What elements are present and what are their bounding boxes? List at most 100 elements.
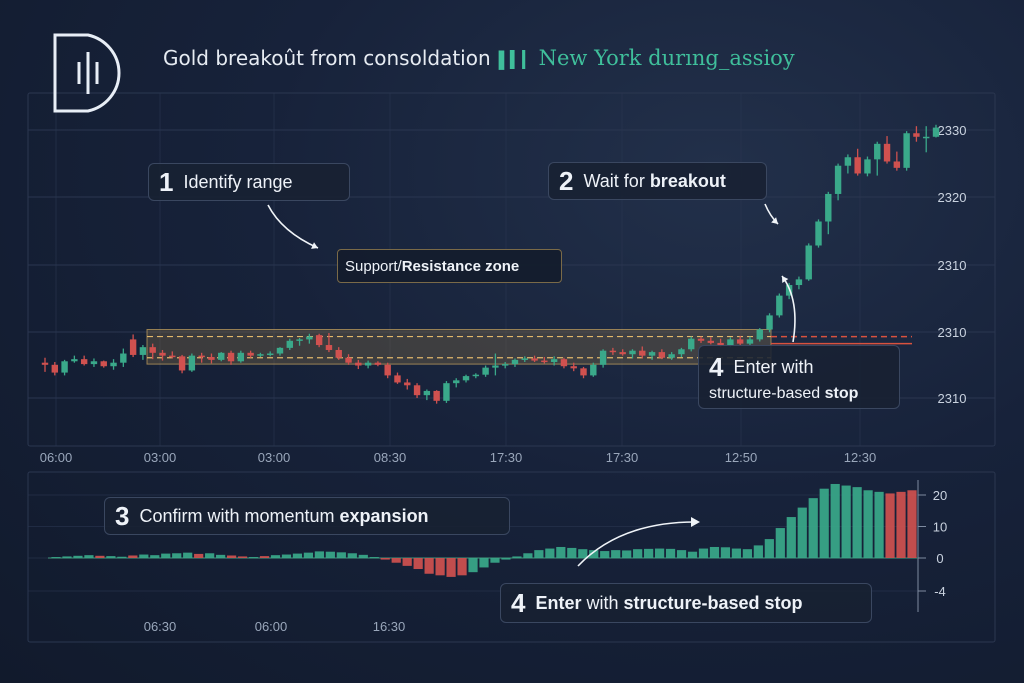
candle-body (580, 368, 587, 376)
momentum-bar (698, 548, 709, 558)
momentum-bar (413, 558, 423, 570)
candle-body (815, 221, 822, 246)
candle-body (883, 143, 891, 162)
candle-body (668, 354, 675, 358)
candle-body (707, 340, 715, 343)
momentum-bar (512, 556, 522, 558)
momentum-x-tick-label: 06:00 (255, 619, 288, 634)
candle-body (472, 374, 480, 377)
momentum-bar (402, 558, 412, 566)
momentum-bar (248, 557, 259, 559)
price-y-tick-label: 2310 (938, 325, 967, 340)
price-x-tick-label: 12:30 (844, 450, 877, 465)
momentum-bar (567, 547, 577, 558)
momentum-y-tick-label: 10 (933, 520, 947, 535)
momentum-bar (654, 548, 665, 558)
momentum-bar (676, 550, 687, 558)
candle-body (727, 339, 734, 346)
candle-body (198, 355, 205, 358)
candle-body (913, 133, 920, 137)
momentum-bar (325, 551, 335, 558)
candle-body (149, 347, 156, 353)
candle-body (599, 350, 607, 365)
step-1-text: Identify range (183, 171, 293, 192)
momentum-bar (358, 554, 368, 558)
price-panel-frame (27, 92, 996, 447)
step-3-text-bold: expansion (339, 505, 429, 526)
momentum-bar (139, 554, 149, 558)
momentum-bar (687, 551, 698, 558)
candle-body (433, 390, 440, 401)
support-resistance-zone-label: Support/Resistance zone (337, 249, 562, 283)
candle-body (413, 385, 421, 396)
candle-body (188, 355, 196, 371)
step-4a-line2: structure-based stop (709, 385, 858, 403)
candle-body (923, 136, 930, 139)
candle-body (384, 364, 391, 376)
title-main: Gold breakoût from consoldation (163, 46, 491, 70)
price-y-tick-label: 2310 (938, 258, 967, 273)
momentum-y-tick-label: 20 (933, 488, 947, 503)
candle-body (423, 390, 431, 396)
momentum-bar (852, 487, 862, 558)
candle-body (364, 362, 372, 366)
momentum-bar (292, 553, 303, 558)
candle-body (443, 383, 450, 401)
price-x-tick-label: 03:00 (258, 450, 291, 465)
momentum-bar (62, 556, 72, 558)
candle-body (570, 366, 577, 369)
momentum-bar (479, 558, 489, 568)
momentum-bar (885, 493, 895, 558)
momentum-bar (237, 556, 248, 558)
candle-body (120, 353, 127, 363)
candle-body (776, 295, 783, 316)
momentum-bar (446, 558, 456, 577)
momentum-bar (545, 548, 555, 558)
candle-body (100, 361, 107, 367)
momentum-bar (611, 550, 621, 558)
momentum-bar (874, 491, 884, 558)
momentum-bar (753, 545, 763, 558)
step-3-number: 3 (115, 500, 130, 531)
momentum-bar (51, 557, 61, 559)
momentum-bar (764, 539, 774, 558)
momentum-bar (84, 555, 94, 558)
zone-label-pre: Support/ (345, 257, 402, 275)
step-4a-line2-bold: stop (824, 384, 859, 402)
price-x-tick-label: 06:00 (40, 450, 73, 465)
chart-title: Gold breakoût from consoldation ▌▍▎ New Yo… (163, 46, 795, 71)
arrow-step-2-head (771, 217, 778, 224)
candle-body (453, 380, 460, 384)
momentum-bar (424, 558, 434, 574)
momentum-bar (786, 517, 796, 558)
arrow-momentum-head (691, 517, 700, 527)
candle-body (90, 361, 98, 365)
momentum-bar (95, 555, 105, 558)
momentum-bar (578, 549, 588, 558)
candle-body (394, 375, 401, 383)
candle-body (355, 362, 362, 366)
candle-body (374, 362, 382, 365)
price-x-tick-label: 08:30 (374, 450, 407, 465)
price-x-tick-label: 17:30 (490, 450, 523, 465)
candle-body (678, 349, 685, 355)
candle-body (462, 376, 470, 381)
arrow-step-1 (267, 204, 319, 249)
momentum-bar (633, 549, 643, 558)
momentum-bar (907, 490, 917, 558)
momentum-bar (501, 558, 511, 560)
step-3-text-pre: Confirm with momentum (139, 505, 340, 526)
momentum-bar (709, 546, 720, 558)
momentum-bar (128, 555, 138, 558)
momentum-bar (259, 556, 270, 558)
momentum-bar (172, 553, 182, 558)
candle-body (609, 350, 617, 353)
candle-body (756, 329, 763, 340)
candle-body (619, 352, 626, 355)
momentum-bar (523, 553, 533, 558)
step-2-text-pre: Wait for (583, 170, 650, 191)
candle-body (306, 336, 313, 340)
momentum-bar (819, 488, 829, 558)
candle-body (521, 358, 528, 360)
